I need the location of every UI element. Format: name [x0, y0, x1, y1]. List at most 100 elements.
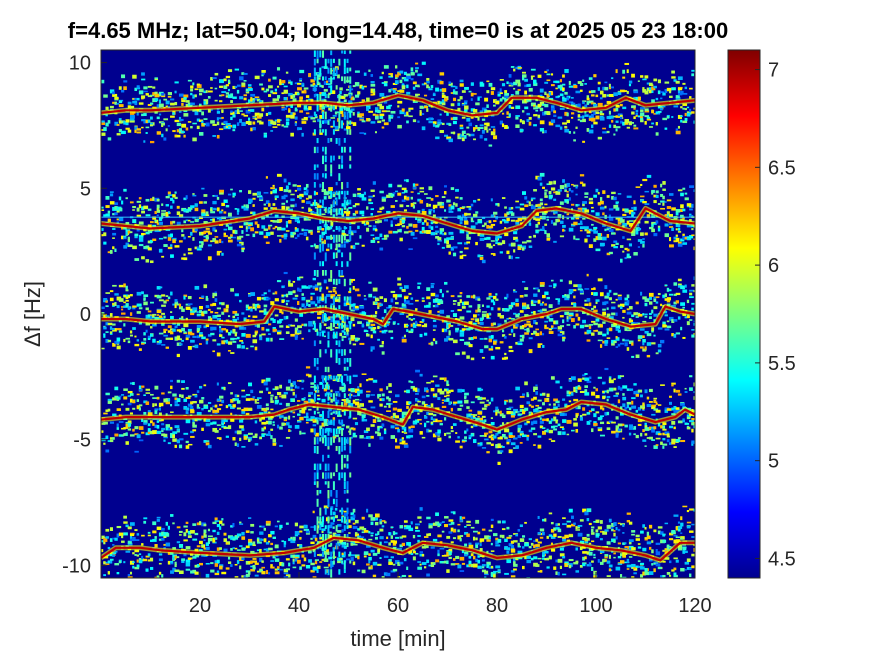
spectrogram-speckle — [662, 188, 666, 191]
spectrogram-speckle — [479, 435, 485, 437]
spectrogram-speckle — [392, 88, 397, 91]
spectrogram-speckle — [250, 389, 254, 394]
spectrogram-speckle — [203, 384, 207, 387]
spectrogram-speckle — [499, 220, 503, 224]
spectrogram-speckle — [243, 114, 249, 117]
spectrogram-speckle — [377, 240, 380, 244]
spectrogram-speckle — [145, 388, 151, 391]
spectrogram-speckle — [444, 97, 448, 102]
spectrogram-speckle — [201, 295, 205, 298]
spectrogram-speckle — [252, 306, 256, 309]
spectrogram-speckle — [432, 204, 438, 209]
spectrogram-speckle — [383, 430, 387, 435]
spectrogram-speckle — [147, 119, 151, 123]
spectrogram-speckle — [517, 313, 521, 315]
spectrogram-speckle — [223, 199, 228, 204]
spectrogram-speckle — [470, 108, 475, 112]
spectrogram-speckle — [268, 431, 271, 435]
spectrogram-speckle — [232, 236, 237, 239]
spectrogram-speckle — [423, 305, 427, 308]
spectrogram-speckle — [401, 187, 407, 191]
spectrogram-speckle — [533, 234, 536, 238]
spectrogram-speckle — [539, 284, 545, 287]
spectrogram-speckle — [597, 202, 602, 206]
spectrogram-speckle — [591, 206, 594, 209]
spectrogram-speckle — [611, 244, 616, 247]
spectrogram-speckle — [655, 122, 658, 126]
spectrogram-speckle — [439, 205, 444, 209]
spectrogram-speckle — [141, 431, 145, 434]
spectrogram-speckle — [568, 312, 574, 317]
spectrogram-speckle — [350, 436, 353, 439]
spectrogram-speckle — [622, 250, 625, 253]
spectrogram-speckle — [254, 97, 258, 101]
spectrogram-speckle — [691, 329, 695, 331]
spectrogram-speckle — [684, 236, 689, 240]
spectrogram-speckle — [323, 224, 328, 227]
spectrogram-speckle — [542, 226, 545, 230]
spectrogram-speckle — [437, 100, 441, 105]
spectrogram-speckle — [199, 119, 204, 122]
spectrogram-speckle — [127, 306, 131, 310]
spectrogram-speckle — [417, 286, 421, 289]
spectrogram-speckle — [118, 120, 123, 124]
spectrogram-speckle — [350, 388, 355, 392]
spectrogram-speckle — [513, 312, 517, 315]
spectrogram-speckle — [408, 115, 413, 118]
spectrogram-speckle — [185, 334, 191, 339]
spectrogram-speckle — [377, 338, 380, 341]
spectrogram-speckle — [334, 320, 340, 324]
spectrogram-speckle — [537, 410, 542, 413]
spectrogram-speckle — [232, 124, 237, 129]
spectrogram-speckle — [372, 88, 376, 93]
spectrogram-speckle — [490, 307, 494, 311]
spectrogram-speckle — [390, 220, 393, 225]
spectrogram-speckle — [459, 291, 463, 295]
spectrogram-speckle — [170, 115, 175, 118]
spectrogram-speckle — [450, 205, 455, 210]
spectrogram-speckle — [190, 205, 195, 209]
spectrogram-speckle — [539, 425, 544, 429]
spectrogram-speckle — [515, 445, 520, 449]
spectrogram-speckle — [290, 95, 294, 99]
spectrogram-speckle — [368, 293, 373, 298]
spectrogram-speckle — [305, 201, 311, 205]
spectrogram-speckle — [412, 422, 418, 425]
spectrogram-speckle — [595, 329, 599, 332]
spectrogram-speckle — [435, 125, 440, 128]
spectrogram-speckle — [210, 211, 216, 214]
spectrogram-speckle — [662, 92, 666, 96]
spectrogram-speckle — [417, 192, 420, 195]
spectrogram-speckle — [332, 73, 338, 76]
spectrogram-speckle — [406, 406, 409, 409]
spectrogram-speckle — [388, 390, 392, 394]
spectrogram-speckle — [568, 197, 571, 201]
spectrogram-speckle — [241, 72, 245, 75]
spectrogram-speckle — [640, 117, 644, 121]
spectrogram-speckle — [426, 222, 429, 226]
spectrogram-speckle — [423, 423, 427, 428]
spectrogram-speckle — [299, 276, 304, 279]
spectrogram-speckle — [669, 316, 674, 321]
spectrogram-speckle — [323, 196, 327, 200]
spectrogram-speckle — [132, 305, 137, 308]
spectrogram-speckle — [127, 244, 133, 248]
spectrogram-speckle — [348, 207, 353, 209]
spectrogram-speckle — [377, 120, 382, 124]
spectrogram-speckle — [426, 230, 431, 233]
spectrogram-speckle — [239, 190, 243, 193]
spectrogram-speckle — [272, 227, 276, 230]
spectrogram-speckle — [597, 331, 603, 335]
spectrogram-speckle — [479, 338, 484, 340]
spectrogram-speckle — [617, 91, 622, 95]
spectrogram-speckle — [441, 328, 445, 333]
spectrogram-speckle — [571, 102, 576, 105]
spectrogram-speckle — [363, 85, 367, 88]
spectrogram-speckle — [466, 206, 472, 208]
spectrogram-speckle — [265, 403, 269, 407]
spectrogram-speckle — [248, 294, 251, 297]
spectrogram-speckle — [417, 323, 422, 327]
spectrogram-speckle — [163, 439, 166, 442]
spectrogram-speckle — [317, 118, 322, 122]
spectrogram-speckle — [337, 294, 341, 297]
